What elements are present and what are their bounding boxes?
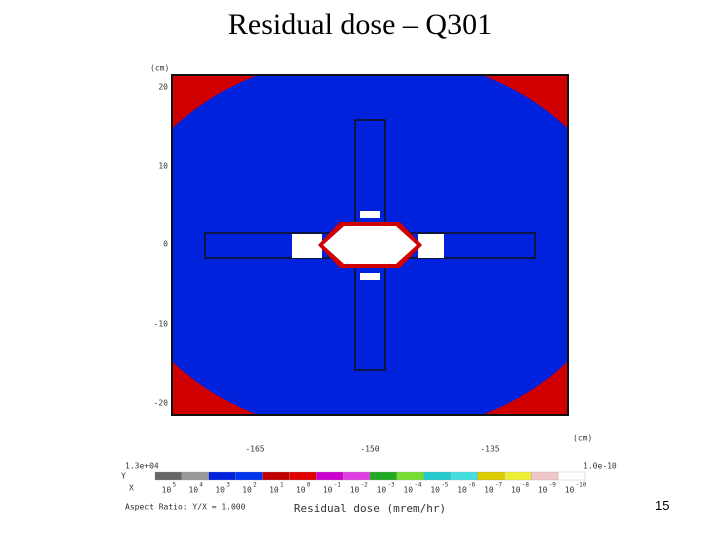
- colorbar-tick-exp: -6: [468, 482, 476, 489]
- colorbar-swatch: [557, 471, 586, 481]
- axis-letter: Y: [121, 472, 126, 481]
- y-tick-label: 10: [158, 162, 168, 171]
- colorbar-swatch: [450, 471, 478, 481]
- colorbar-swatch: [531, 471, 559, 481]
- x-tick-label: -150: [360, 445, 379, 454]
- colorbar-tick-base: 10: [538, 486, 548, 495]
- colorbar-swatch: [262, 471, 290, 481]
- colorbar-swatch: [235, 471, 263, 481]
- y-tick-label: -20: [154, 399, 169, 408]
- slide-title: Residual dose – Q301: [227, 8, 493, 41]
- colorbar-tick-exp: -5: [441, 482, 449, 489]
- colorbar-swatch: [504, 471, 532, 481]
- colorbar-swatch: [289, 471, 317, 481]
- plot-frame: [171, 74, 569, 416]
- colorbar-tick-exp: 4: [199, 482, 203, 489]
- colorbar-tick-exp: 0: [307, 482, 311, 489]
- colorbar-swatch: [369, 471, 398, 481]
- colorbar-tick-base: 10: [511, 486, 521, 495]
- colorbar-swatch: [208, 471, 236, 481]
- magnet-core: [323, 226, 417, 264]
- colorbar-tick-exp: -1: [334, 482, 342, 489]
- axis-letter: X: [129, 484, 134, 493]
- colorbar-tick-exp: -2: [361, 482, 369, 489]
- colorbar-tick-base: 10: [242, 486, 252, 495]
- colorbar-swatch: [396, 471, 424, 481]
- colorbar-tick-base: 10: [188, 486, 198, 495]
- colorbar-tick-base: 10: [269, 486, 279, 495]
- colorbar-label: Residual dose (mrem/hr): [294, 502, 446, 515]
- y-tick-label: -10: [154, 320, 169, 329]
- dose-map: [172, 75, 568, 415]
- colorbar-tick-base: 10: [323, 486, 333, 495]
- colorbar-tick-base: 10: [162, 486, 172, 495]
- colorbar-tick-base: 10: [377, 486, 387, 495]
- colorbar-tick-exp: 3: [226, 482, 230, 489]
- hot-zone: [418, 234, 444, 258]
- colorbar-tick-base: 10: [484, 486, 494, 495]
- colorbar-tick-exp: -3: [387, 482, 395, 489]
- colorbar-tick-base: 10: [565, 486, 575, 495]
- y-tick-label: 20: [158, 83, 168, 92]
- x-tick-label: -135: [480, 445, 499, 454]
- colorbar-swatch: [154, 471, 183, 481]
- colorbar-swatch: [423, 471, 451, 481]
- colorbar-tick-base: 10: [403, 486, 413, 495]
- colorbar-tick-exp: -10: [576, 482, 587, 489]
- x-tick-label: -165: [245, 445, 264, 454]
- colorbar-tick-exp: 2: [253, 482, 257, 489]
- colorbar-tick-base: 10: [457, 486, 467, 495]
- colorbar-tick-exp: 5: [172, 482, 176, 489]
- colorbar-tick-exp: -4: [414, 482, 422, 489]
- page-number: 15: [655, 498, 670, 513]
- colorbar-tick-base: 10: [430, 486, 440, 495]
- hot-zone: [360, 273, 380, 280]
- colorbar-tick-base: 10: [350, 486, 360, 495]
- colorbar-swatch: [181, 471, 209, 481]
- colorbar-tick-exp: -8: [522, 482, 530, 489]
- hot-zone: [292, 234, 322, 258]
- colorbar-swatch: [342, 471, 371, 481]
- colorbar-tick-base: 10: [215, 486, 225, 495]
- colorbar-tick-base: 10: [296, 486, 306, 495]
- y-unit: (cm): [150, 64, 169, 73]
- hot-zone: [360, 211, 380, 218]
- colorbar-swatch: [477, 471, 505, 481]
- colorbar-tick-exp: 1: [280, 482, 284, 489]
- colorbar-tick-exp: -7: [495, 482, 503, 489]
- colorbar-max: 1.3e+04: [125, 462, 159, 471]
- colorbar-min: 1.0e-10: [583, 462, 617, 471]
- colorbar-tick-exp: -9: [549, 482, 557, 489]
- y-tick-label: 0: [163, 240, 168, 249]
- colorbar-swatch: [316, 471, 344, 481]
- aspect-ratio: Aspect Ratio: Y/X = 1.000: [125, 503, 246, 512]
- x-unit: (cm): [573, 434, 592, 443]
